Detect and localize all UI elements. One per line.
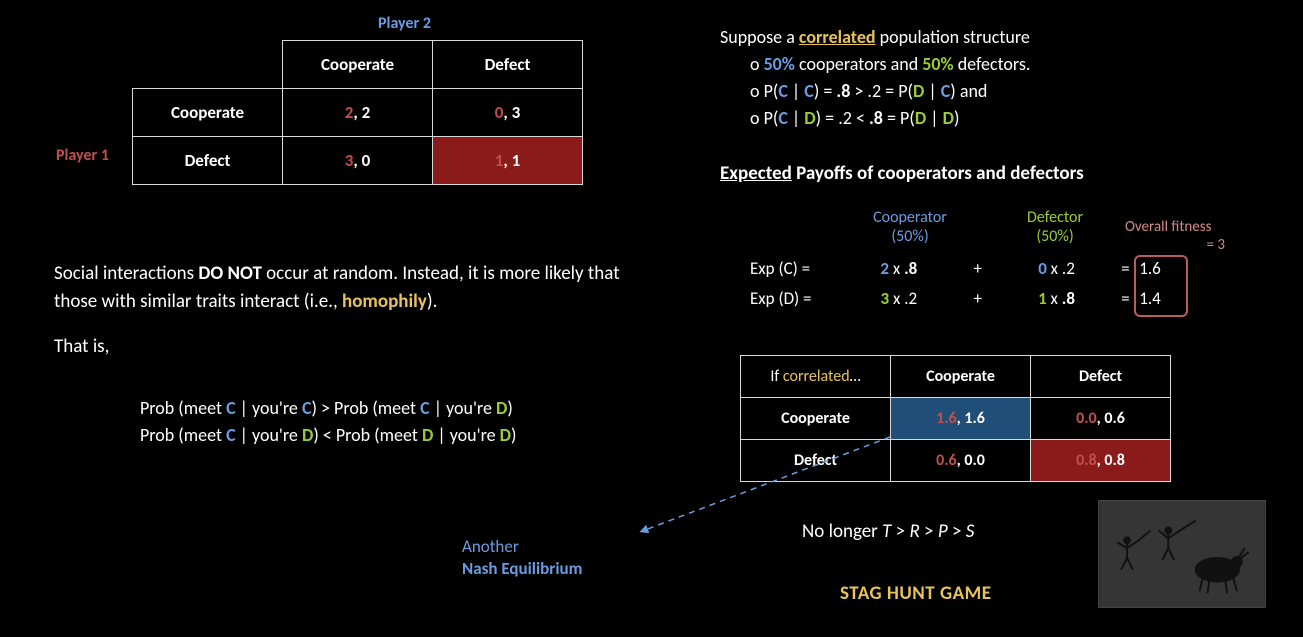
p1-pre: Social interactions <box>54 262 198 285</box>
corr-col-defect: Defect <box>1031 356 1171 398</box>
p1-post: ). <box>427 290 438 313</box>
corr-corner: If correlated… <box>741 356 891 398</box>
corr-row-cooperate: Cooperate <box>741 398 891 440</box>
row-header-defect: Defect <box>133 137 283 185</box>
suppose-b2: P(C | C) = .8 > .2 = P(D | C) and <box>750 78 1030 105</box>
corr-cell-cc: 1.6, 1.6 <box>891 398 1031 440</box>
no-longer-inequality: No longer T > R > P > S <box>802 520 974 543</box>
prob-line1: Prob (meet C | you're C) > Prob (meet C … <box>140 395 516 422</box>
row-header-cooperate: Cooperate <box>133 89 283 137</box>
result-highlight-box <box>1134 255 1188 317</box>
player1-label: Player 1 <box>56 146 109 165</box>
body-p1: Social interactions DO NOT occur at rand… <box>54 260 644 315</box>
exp-row-d: Exp (D) = 3 x .2 + 1 x .8 = 1.4 <box>750 288 1179 309</box>
cell-dc: 3, 0 <box>283 137 433 185</box>
suppose-b3: P(C | D) = .2 < .8 = P(D | D) <box>750 105 1030 132</box>
corr-cell-dc: 0.6, 0.0 <box>891 440 1031 482</box>
p1-yellow: homophily <box>342 290 427 313</box>
expected-header: Expected Payoffs of cooperators and defe… <box>720 162 1084 185</box>
correlated-payoff-table: If correlated… Cooperate Defect Cooperat… <box>740 355 1171 482</box>
slide: Player 2 Player 1 Cooperate Defect Coope… <box>0 0 1303 637</box>
corr-col-cooperate: Cooperate <box>891 356 1031 398</box>
col-header-cooperate: Cooperate <box>283 41 433 89</box>
prob-lines: Prob (meet C | you're C) > Prob (meet C … <box>140 395 516 449</box>
suppose-block: Suppose a correlated population structur… <box>720 24 1030 132</box>
prob-line2: Prob (meet C | you're D) < Prob (meet D … <box>140 422 516 449</box>
dd-p2: 1 <box>512 150 521 171</box>
stag-hunt-label: STAG HUNT GAME <box>840 582 992 605</box>
cd-p2: 3 <box>512 102 521 123</box>
corr-cell-cd: 0.0, 0.6 <box>1031 398 1171 440</box>
body-text: Social interactions DO NOT occur at rand… <box>54 260 644 379</box>
cc-p2: 2 <box>362 102 371 123</box>
cell-cd: 0, 3 <box>433 89 583 137</box>
table-blank <box>133 41 283 89</box>
defector-col-header: Defector (50%) <box>1010 208 1100 246</box>
payoff-table: Cooperate Defect Cooperate 2, 2 0, 3 Def… <box>132 40 583 185</box>
dc-p2: 0 <box>362 150 371 171</box>
corr-row-defect: Defect <box>741 440 891 482</box>
body-p2: That is, <box>54 333 644 361</box>
p1-bold: DO NOT <box>198 262 261 285</box>
exp-row-c: Exp (C) = 2 x .8 + 0 x .2 = 1.6 <box>750 258 1179 279</box>
corr-cell-dd: 0.8, 0.8 <box>1031 440 1171 482</box>
suppose-title: Suppose a correlated population structur… <box>720 24 1030 51</box>
cooperator-col-header: Cooperator (50%) <box>860 208 960 246</box>
nash-equilibrium-label: Another Nash Equilibrium <box>462 536 582 580</box>
suppose-b1: 50% cooperators and 50% defectors. <box>750 51 1030 78</box>
cell-dd: 1, 1 <box>433 137 583 185</box>
col-header-defect: Defect <box>433 41 583 89</box>
player2-label: Player 2 <box>378 14 431 33</box>
cave-painting-image <box>1098 500 1266 608</box>
cell-cc: 2, 2 <box>283 89 433 137</box>
overall-fitness: Overall fitness = 3 <box>1125 218 1255 254</box>
